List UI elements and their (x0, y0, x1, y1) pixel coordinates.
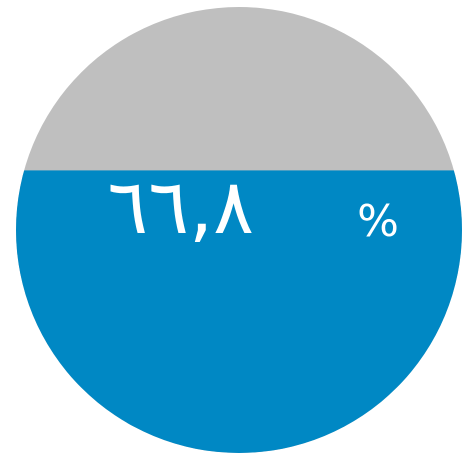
gauge-value-label: ٦٦,٨ (107, 162, 254, 251)
gauge-unit-label: % (357, 196, 399, 247)
